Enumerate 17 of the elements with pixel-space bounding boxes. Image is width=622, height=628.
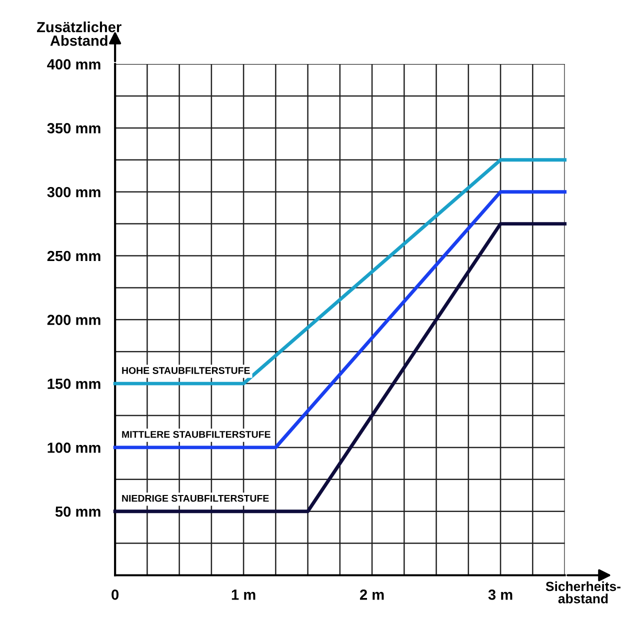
series-label: NIEDRIGE STAUBFILTERSTUFE bbox=[122, 494, 269, 502]
series-label: HOHE STAUBFILTERSTUFE bbox=[122, 367, 250, 374]
x-tick-label: 1 m bbox=[232, 590, 256, 600]
y-tick-label: 350 mm bbox=[47, 123, 100, 134]
x-tick-label: 0 bbox=[112, 590, 119, 600]
x-tick-label: 3 m bbox=[488, 590, 512, 600]
y-tick-label: 300 mm bbox=[47, 186, 100, 198]
y-tick-label: 100 mm bbox=[48, 442, 100, 453]
y-axis-title: Zusätzlicher Abstand bbox=[36, 22, 122, 46]
y-tick-label: 250 mm bbox=[47, 250, 100, 262]
y-tick-label: 150 mm bbox=[48, 378, 100, 389]
x-axis-title: Sicherheits- abstand bbox=[546, 581, 620, 604]
y-tick-label: 400 mm bbox=[47, 59, 100, 70]
series-label: MITTLERE STAUBFILTERSTUFE bbox=[122, 430, 270, 438]
y-tick-label: 200 mm bbox=[47, 314, 100, 326]
x-tick-label: 2 m bbox=[360, 590, 384, 600]
y-tick-label: 50 mm bbox=[55, 506, 100, 517]
